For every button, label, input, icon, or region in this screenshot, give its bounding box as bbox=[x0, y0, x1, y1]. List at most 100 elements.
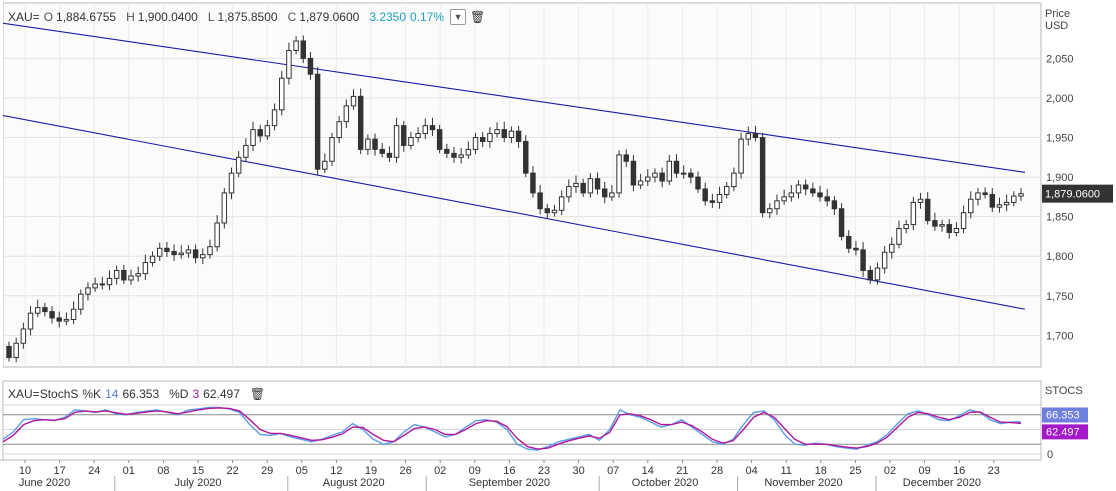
candle-up bbox=[666, 160, 673, 182]
close-value: 1,879.0600 bbox=[299, 10, 360, 24]
candle-up bbox=[286, 49, 292, 79]
change-value: 3.2350 bbox=[369, 10, 407, 24]
x-month-label: December 2020 bbox=[903, 477, 981, 489]
stoch-tick-label: 0 bbox=[1047, 449, 1053, 461]
candle-up bbox=[185, 249, 192, 254]
candle-down bbox=[444, 148, 450, 154]
candle-up bbox=[738, 138, 744, 174]
candle-down bbox=[702, 188, 708, 202]
candle-up bbox=[975, 192, 981, 200]
stoch-symbol: XAU= bbox=[8, 387, 40, 401]
candle-up bbox=[70, 308, 77, 321]
price-axis-title: USD bbox=[1045, 20, 1068, 32]
candle-up bbox=[279, 77, 285, 111]
candle-down bbox=[817, 192, 823, 198]
candle-down bbox=[42, 307, 48, 313]
last-price-badge bbox=[1042, 184, 1113, 203]
last-price-label: 1,879.0600 bbox=[1045, 189, 1100, 201]
x-day-label: 05 bbox=[296, 465, 308, 477]
stoch-d-badge bbox=[1042, 424, 1088, 440]
candle-up bbox=[228, 172, 235, 194]
candle-down bbox=[594, 178, 601, 190]
stoch-k-badge-label: 66.353 bbox=[1046, 409, 1080, 421]
candle-up bbox=[487, 133, 493, 142]
x-day-label: 10 bbox=[19, 465, 31, 477]
candle-up bbox=[680, 172, 687, 175]
stoch-header: XAU= StochS %K 14 66.353 %D 3 62.497 🗑 bbox=[8, 387, 269, 401]
x-day-label: 11 bbox=[780, 465, 791, 477]
candle-down bbox=[846, 235, 852, 249]
candle-up bbox=[415, 133, 421, 139]
candle-down bbox=[924, 198, 931, 222]
candle-up bbox=[1003, 201, 1010, 206]
candle-up bbox=[408, 137, 414, 146]
candle-down bbox=[810, 188, 816, 194]
candle-up bbox=[322, 160, 328, 170]
candle-down bbox=[386, 152, 393, 158]
candle-up bbox=[214, 222, 220, 248]
candle-up bbox=[1018, 193, 1024, 197]
candle-down bbox=[164, 247, 170, 252]
candle-down bbox=[982, 192, 988, 195]
x-day-label: 01 bbox=[123, 465, 135, 477]
candle-up bbox=[343, 105, 350, 123]
symbol-label: XAU= bbox=[8, 10, 40, 24]
stoch-k-line bbox=[2, 406, 1022, 451]
candle-up bbox=[724, 186, 730, 195]
stoch-axis-title: STOCS bbox=[1045, 385, 1083, 397]
stoch-indicator: StochS bbox=[39, 387, 79, 401]
candle-up bbox=[745, 133, 751, 140]
trash-icon[interactable]: 🗑 bbox=[470, 10, 486, 24]
candle-down bbox=[530, 172, 536, 194]
candle-down bbox=[451, 152, 457, 158]
x-day-label: 28 bbox=[711, 465, 723, 477]
candle-down bbox=[759, 137, 766, 214]
candle-up bbox=[458, 154, 464, 158]
price-tick-label: 2,000 bbox=[1046, 93, 1074, 105]
candle-down bbox=[357, 95, 364, 150]
x-month-label: October 2020 bbox=[632, 477, 699, 489]
x-day-label: 09 bbox=[469, 465, 481, 477]
candle-up bbox=[645, 176, 651, 182]
candle-up bbox=[960, 212, 967, 230]
candle-down bbox=[6, 345, 12, 359]
candle-up bbox=[566, 186, 572, 198]
chevron-down-icon[interactable]: ▼ bbox=[450, 9, 467, 25]
x-day-label: 22 bbox=[226, 465, 238, 477]
candle-up bbox=[200, 254, 206, 259]
candle-down bbox=[695, 176, 701, 190]
candle-up bbox=[221, 192, 228, 224]
candle-up bbox=[27, 312, 34, 330]
candle-down bbox=[688, 172, 694, 178]
candle-down bbox=[515, 130, 522, 142]
candle-up bbox=[20, 328, 27, 344]
candle-down bbox=[659, 172, 665, 182]
candle-down bbox=[601, 188, 608, 198]
x-day-label: 14 bbox=[642, 465, 654, 477]
candle-up bbox=[587, 178, 594, 194]
x-month-label: June 2020 bbox=[19, 477, 70, 489]
candle-down bbox=[932, 220, 938, 227]
candle-up bbox=[1011, 195, 1017, 203]
candle-down bbox=[752, 133, 759, 139]
candle-up bbox=[939, 224, 945, 227]
price-tick-label: 1,850 bbox=[1046, 212, 1074, 224]
trash-icon[interactable]: 🗑 bbox=[249, 387, 266, 401]
candle-down bbox=[379, 148, 385, 154]
candle-up bbox=[881, 251, 888, 269]
channel-lower-line bbox=[0, 114, 1026, 310]
candle-up bbox=[508, 130, 515, 139]
channel-upper-line bbox=[0, 22, 1026, 173]
candle-down bbox=[831, 200, 838, 210]
x-day-label: 09 bbox=[918, 465, 930, 477]
change-pct: 0.17% bbox=[410, 10, 445, 24]
stoch-d-label: %D bbox=[169, 387, 189, 401]
candle-up bbox=[996, 204, 1003, 208]
candle-up bbox=[652, 172, 658, 178]
candle-up bbox=[85, 287, 91, 295]
candle-down bbox=[824, 196, 830, 202]
x-day-label: 25 bbox=[849, 465, 861, 477]
x-day-label: 18 bbox=[815, 465, 827, 477]
candle-up bbox=[336, 121, 342, 139]
